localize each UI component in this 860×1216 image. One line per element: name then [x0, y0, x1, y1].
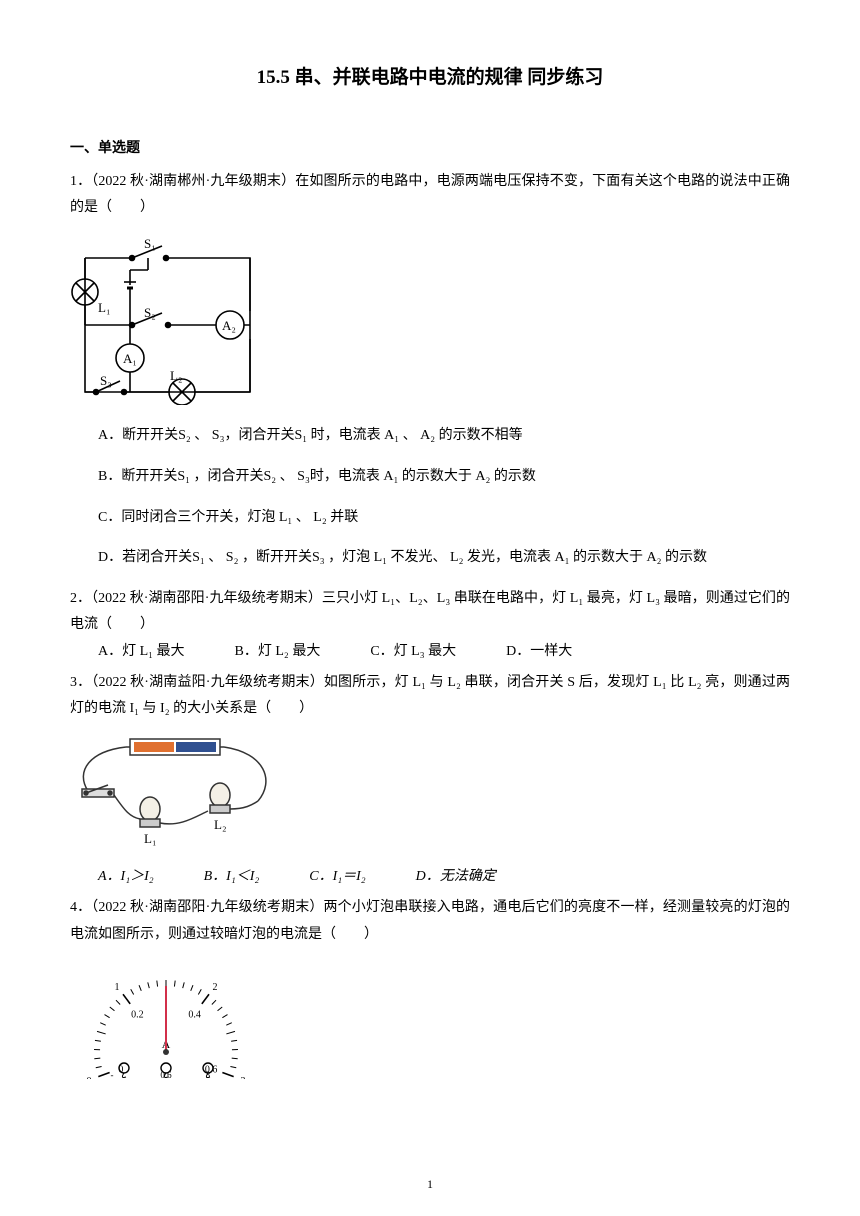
label-l1-q3: L₁ [144, 831, 156, 846]
svg-text:2: 2 [212, 982, 217, 993]
svg-text:1: 1 [115, 982, 120, 993]
label-l1: L₁ [98, 300, 110, 315]
page-title: 15.5 串、并联电路中电流的规律 同步练习 [70, 60, 790, 96]
q1-option-d: D．若闭合开关S₁ 、 S₂ ，断开开关S₃ ，灯泡 L₁ 不发光、 L₂ 发光… [98, 545, 790, 572]
label-s1: S₁ [144, 236, 156, 251]
svg-text:3: 3 [241, 1076, 246, 1079]
label-s2: S₂ [144, 305, 156, 320]
q2-option-c: C．灯 L₃ 最大 [370, 639, 456, 666]
svg-text:0: 0 [86, 1076, 91, 1079]
label-l2: L₂ [170, 368, 182, 383]
q1-stem: 1．（2022 秋·湖南郴州·九年级期末）在如图所示的电路中，电源两端电压保持不… [70, 169, 790, 222]
svg-text:0.2: 0.2 [131, 1010, 144, 1021]
ammeter-gauge-icon: 012300.20.40.6A-0.63 [84, 954, 249, 1079]
q2-options: A．灯 L₁ 最大 B．灯 L₂ 最大 C．灯 L₃ 最大 D．一样大 [98, 639, 790, 666]
q1-circuit-figure: S₁ S₂ S₃ L₁ L₂ A₁ A₂ [70, 230, 790, 416]
label-a1: A₁ [123, 351, 137, 366]
question-4: 4．（2022 秋·湖南邵阳·九年级统考期末）两个小灯泡串联接入电路，通电后它们… [70, 895, 790, 1090]
question-3: 3．（2022 秋·湖南益阳·九年级统考期末）如图所示，灯 L₁ 与 L₂ 串联… [70, 670, 790, 891]
q1-option-b: B．断开开关S₁ ，闭合开关S₂ 、 S₃时，电流表 A₁ 的示数大于 A₂ 的… [98, 464, 790, 491]
series-bulbs-icon: L₁ L₂ [70, 731, 280, 846]
page-number: 1 [427, 1173, 433, 1196]
question-2: 2．（2022 秋·湖南邵阳·九年级统考期末）三只小灯 L₁、L₂、L₃ 串联在… [70, 586, 790, 666]
q4-stem: 4．（2022 秋·湖南邵阳·九年级统考期末）两个小灯泡串联接入电路，通电后它们… [70, 895, 790, 948]
q4-figure: 012300.20.40.6A-0.63 [84, 954, 790, 1090]
circuit-diagram-icon: S₁ S₂ S₃ L₁ L₂ A₁ A₂ [70, 230, 265, 405]
q1-option-a: A．断开开关S₂ 、 S₃，闭合开关S₁ 时，电流表 A₁ 、 A₂ 的示数不相… [98, 423, 790, 450]
q2-option-b: B．灯 L₂ 最大 [235, 639, 321, 666]
section-heading: 一、单选题 [70, 136, 790, 163]
question-1: 1．（2022 秋·湖南郴州·九年级期末）在如图所示的电路中，电源两端电压保持不… [70, 169, 790, 572]
svg-text:-: - [111, 1070, 114, 1079]
q1-option-c: C．同时闭合三个开关，灯泡 L₁ 、 L₂ 并联 [98, 505, 790, 532]
label-l2-q3: L₂ [214, 817, 226, 832]
q2-stem: 2．（2022 秋·湖南邵阳·九年级统考期末）三只小灯 L₁、L₂、L₃ 串联在… [70, 586, 790, 639]
q3-option-c: C．I₁＝I₂ [309, 864, 365, 891]
q3-option-b: B．I₁＜I₂ [204, 864, 260, 891]
q1-options: A．断开开关S₂ 、 S₃，闭合开关S₁ 时，电流表 A₁ 、 A₂ 的示数不相… [98, 423, 790, 571]
q3-option-a: A．I₁＞I₂ [98, 864, 154, 891]
svg-text:0.4: 0.4 [188, 1010, 201, 1021]
q3-stem: 3．（2022 秋·湖南益阳·九年级统考期末）如图所示，灯 L₁ 与 L₂ 串联… [70, 670, 790, 723]
q2-option-d: D．一样大 [506, 639, 572, 666]
label-s3: S₃ [100, 373, 112, 388]
q3-options: A．I₁＞I₂ B．I₁＜I₂ C．I₁＝I₂ D．无法确定 [98, 864, 790, 891]
label-a2: A₂ [222, 318, 236, 333]
q2-option-a: A．灯 L₁ 最大 [98, 639, 185, 666]
q3-figure: L₁ L₂ [70, 731, 790, 857]
q3-option-d: D．无法确定 [416, 864, 496, 891]
